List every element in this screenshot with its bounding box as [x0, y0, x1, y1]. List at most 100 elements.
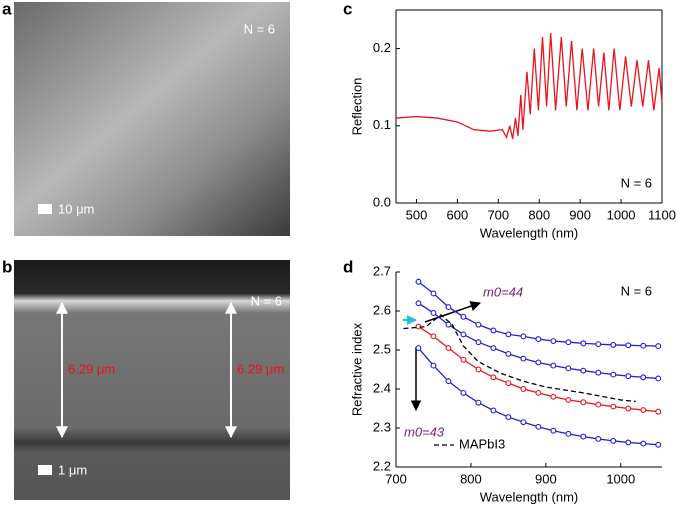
- data-point: [460, 331, 467, 338]
- x-tick-label: 900: [569, 207, 591, 222]
- x-axis-label: Wavelength (nm): [480, 225, 579, 240]
- data-point: [415, 345, 422, 351]
- data-point: [595, 341, 602, 348]
- data-point: [565, 430, 572, 437]
- data-point: [460, 356, 467, 363]
- data-point: [565, 365, 572, 372]
- x-tick-label: 900: [535, 471, 557, 486]
- data-point: [655, 343, 662, 350]
- data-point: [520, 419, 527, 426]
- series-line: [403, 314, 636, 403]
- data-point: [445, 321, 452, 328]
- data-point: [550, 427, 557, 434]
- data-point: [505, 331, 512, 338]
- data-point: [475, 399, 482, 406]
- y-tick-label: 2.3: [373, 419, 391, 434]
- data-point: [640, 407, 647, 414]
- data-point: [595, 401, 602, 408]
- annotation: m0=43: [404, 424, 445, 439]
- data-point: [640, 374, 647, 381]
- data-point: [610, 341, 617, 348]
- data-point: [445, 304, 452, 311]
- data-point: [460, 389, 467, 396]
- data-point: [580, 367, 587, 374]
- scale-label: 1 μm: [58, 462, 87, 477]
- data-point: [430, 310, 437, 316]
- x-tick-label: 700: [487, 207, 509, 222]
- data-point: [430, 290, 437, 297]
- data-point: [550, 338, 557, 344]
- data-point: [505, 350, 512, 357]
- legend-label: MAPbI3: [459, 436, 505, 451]
- data-point: [415, 300, 422, 307]
- data-point: [565, 339, 572, 346]
- y-tick-label: 0.2: [373, 40, 391, 55]
- data-point: [610, 403, 617, 410]
- y-tick-label: 0.1: [373, 117, 391, 132]
- panel-label: d: [343, 257, 353, 276]
- data-point: [475, 321, 482, 328]
- data-point: [610, 371, 617, 378]
- x-axis-label: Wavelength (nm): [480, 489, 579, 504]
- data-point: [430, 333, 437, 340]
- image-annotation: N = 6: [244, 21, 275, 36]
- x-tick-label: 1100: [648, 207, 676, 222]
- data-point: [625, 342, 632, 349]
- data-point: [580, 399, 587, 406]
- y-tick-label: 2.4: [373, 380, 391, 395]
- data-point: [610, 437, 617, 444]
- data-point: [595, 369, 602, 376]
- data-point: [460, 313, 467, 320]
- data-point: [655, 375, 662, 382]
- x-tick-label: 800: [528, 207, 550, 222]
- data-point: [655, 441, 662, 448]
- data-point: [595, 435, 602, 442]
- y-tick-label: 2.5: [373, 341, 391, 356]
- data-point: [445, 345, 452, 351]
- panel-label: b: [2, 257, 12, 276]
- data-point: [625, 405, 632, 412]
- data-point: [535, 359, 542, 366]
- data-point: [490, 407, 497, 414]
- data-point: [640, 342, 647, 349]
- y-tick-label: 2.6: [373, 302, 391, 317]
- x-tick-label: 700: [385, 471, 407, 486]
- scale-label: 10 μm: [58, 201, 94, 216]
- data-point: [520, 355, 527, 362]
- data-point: [475, 366, 482, 373]
- x-tick-label: 600: [447, 207, 469, 222]
- y-axis-label: Refractive index: [349, 322, 364, 416]
- y-tick-label: 2.2: [373, 458, 391, 473]
- scale-bar: [38, 204, 52, 214]
- data-point: [535, 336, 542, 343]
- data-point: [445, 378, 452, 385]
- data-point: [505, 414, 512, 421]
- sem-image-b: [14, 260, 290, 500]
- data-point: [535, 423, 542, 430]
- y-tick-label: 2.7: [373, 263, 391, 278]
- data-point: [625, 439, 632, 446]
- data-point: [550, 393, 557, 400]
- thickness-label: 6.29 μm: [68, 361, 115, 376]
- data-point: [640, 440, 647, 447]
- data-point: [415, 278, 422, 285]
- data-point: [565, 396, 572, 403]
- scale-bar: [38, 465, 52, 475]
- data-point: [535, 389, 542, 396]
- data-point: [625, 373, 632, 380]
- data-point: [490, 327, 497, 334]
- data-point: [430, 362, 437, 369]
- data-point: [475, 339, 482, 346]
- annotation: N = 6: [621, 283, 652, 298]
- annotation: m0=44: [483, 284, 523, 299]
- data-point: [520, 333, 527, 340]
- y-axis-label: Reflection: [349, 78, 364, 136]
- data-point: [550, 362, 557, 369]
- thickness-label: 6.29 μm: [237, 361, 284, 376]
- panel-label: c: [343, 0, 352, 18]
- image-annotation: N = 6: [251, 293, 282, 308]
- data-point: [520, 386, 527, 392]
- data-point: [580, 433, 587, 440]
- x-tick-label: 1000: [607, 207, 636, 222]
